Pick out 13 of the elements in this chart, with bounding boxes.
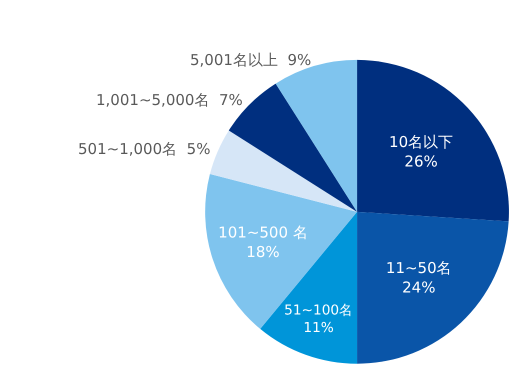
slice-label: 501~1,000名 5%: [78, 140, 210, 158]
pie-slice: [210, 130, 358, 212]
slice-label: 101~500 名: [218, 224, 308, 242]
slice-label: 51~100名: [284, 302, 354, 318]
slice-label: 1,001~5,000名 7%: [96, 91, 243, 109]
data-label: 24%: [402, 278, 436, 296]
slice-label: 5,001名以上 9%: [190, 51, 312, 69]
slice-label: 10名以下: [389, 132, 454, 151]
data-label: 18%: [246, 243, 280, 262]
pie-slice: [357, 212, 509, 364]
data-label: 11%: [303, 320, 334, 336]
data-label: 26%: [404, 152, 438, 170]
slice-label: 11~50名: [386, 258, 452, 277]
